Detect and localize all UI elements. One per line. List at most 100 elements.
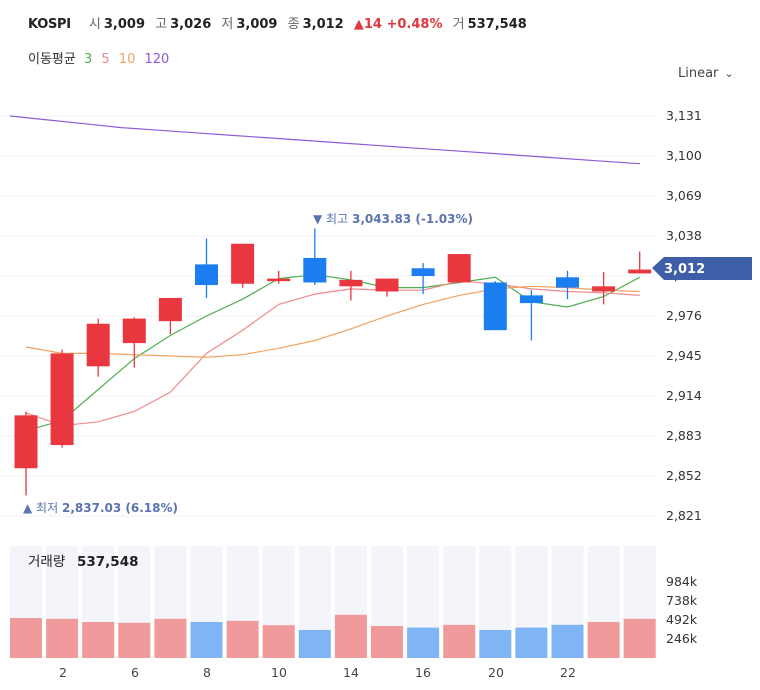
close-value: 3,012 [302, 17, 344, 32]
current-price-tag-shape [652, 257, 752, 280]
candle-body [158, 297, 182, 322]
price-tick-label: 2,976 [666, 308, 702, 323]
price-tick-label: 2,883 [666, 428, 702, 443]
date-axis-labels: 2 6 8 10 14 16 20 22 [59, 665, 576, 680]
low-annotation-value: 2,837.03 (6.18%) [62, 501, 178, 515]
volume-bar [46, 618, 79, 658]
candle-body [339, 279, 363, 287]
date-tick-label: 20 [488, 665, 504, 680]
candle-body [303, 257, 327, 283]
volume-bar [515, 627, 548, 658]
ma-line-5 [25, 280, 640, 427]
price-tick-label: 3,038 [666, 228, 702, 243]
low-annotation-prefix: ▲ 최저 [23, 501, 58, 515]
high-value: 3,026 [170, 17, 212, 32]
ma-period-5[interactable]: 5 [101, 52, 110, 67]
ma-line-120 [9, 115, 641, 165]
candle-body [628, 269, 652, 274]
candles [14, 228, 652, 496]
high-annotation-prefix: ▼ 최고 [313, 212, 348, 226]
price-tick-label: 3,131 [666, 108, 702, 123]
moving-average-legend: 이동평균 3 5 10 120 [28, 48, 174, 67]
volume-panel-title: 거래량 [28, 554, 65, 570]
candle-body [447, 254, 471, 283]
ma-period-3[interactable]: 3 [83, 52, 93, 67]
ma-period-120[interactable]: 120 [144, 52, 170, 67]
volume-bar [371, 626, 403, 658]
symbol: KOSPI [28, 17, 71, 32]
candle-body [592, 286, 616, 292]
volume-bar [118, 622, 151, 658]
volume-tick-label: 246k [666, 631, 698, 646]
date-tick-label: 10 [271, 665, 287, 680]
volume-bars [10, 614, 656, 658]
candle-body [267, 278, 291, 282]
date-tick-label: 8 [203, 665, 211, 680]
volume-bar [479, 630, 512, 658]
price-tick-label: 2,914 [666, 388, 702, 403]
date-tick-label: 14 [343, 665, 359, 680]
volume-tick-label: 984k [666, 574, 698, 589]
volume-tick-label: 492k [666, 612, 698, 627]
price-grid [0, 115, 655, 517]
volume-tick-label: 738k [666, 593, 698, 608]
volume-bar [82, 622, 115, 658]
candle-body [122, 318, 146, 344]
volume-bar [407, 627, 440, 658]
volume-label: 거 [452, 17, 465, 32]
high-label: 고 [155, 17, 168, 32]
candle-body [483, 282, 507, 331]
open-label: 시 [88, 17, 101, 32]
volume-bar [587, 622, 620, 658]
date-tick-label: 16 [415, 665, 431, 680]
candle-body [519, 295, 543, 304]
price-axis-labels: 2,8212,8522,8832,9142,9452,9763,0073,038… [666, 108, 702, 523]
price-tick-label: 2,852 [666, 468, 702, 483]
candle-body [14, 415, 38, 469]
volume-bar [226, 620, 259, 658]
volume-bar [623, 618, 656, 658]
volume-bar [298, 630, 331, 658]
candle-body [50, 353, 74, 446]
candle-body [231, 243, 255, 284]
scale-dropdown[interactable]: Linear ⌄ [678, 66, 734, 81]
volume-bar [10, 618, 42, 658]
candle-body [375, 278, 399, 292]
date-tick-label: 22 [560, 665, 576, 680]
current-price-tag: 3,012 [652, 257, 752, 280]
price-tick-label: 3,069 [666, 188, 702, 203]
volume-panel-value: 537,548 [77, 554, 139, 570]
price-tick-label: 3,100 [666, 148, 702, 163]
volume-bar [334, 614, 367, 658]
price-tick-label: 2,821 [666, 508, 702, 523]
candle-body [556, 277, 579, 288]
volume-bar [443, 624, 476, 658]
volume-bar [154, 618, 187, 658]
candle-body [411, 268, 435, 276]
ma-legend-title: 이동평균 [28, 52, 76, 67]
open-value: 3,009 [103, 17, 146, 32]
scale-label: Linear [678, 66, 719, 81]
ma-line-3 [25, 274, 640, 432]
candle-body [86, 323, 110, 367]
ma-period-10[interactable]: 10 [118, 52, 136, 67]
candle-body [195, 264, 218, 286]
price-header: KOSPI 시 3,009 고 3,026 저 3,009 종 3,012 ▲14 +0… [28, 13, 527, 32]
chevron-down-icon: ⌄ [724, 67, 734, 80]
close-label: 종 [287, 17, 300, 32]
volume-bar [262, 625, 295, 658]
change-value: ▲14 +0.48% [353, 17, 443, 32]
volume-value: 537,548 [467, 17, 527, 32]
volume-bar [190, 622, 223, 658]
volume-axis-labels: 246k 492k 738k 984k [666, 574, 698, 646]
low-label: 저 [221, 17, 234, 32]
date-tick-label: 6 [131, 665, 139, 680]
current-price-label: 3,012 [664, 262, 705, 277]
date-tick-label: 2 [59, 665, 67, 680]
low-value: 3,009 [236, 17, 278, 32]
volume-bar [551, 624, 584, 658]
high-annotation-value: 3,043.83 (-1.03%) [352, 212, 473, 226]
ma-line-10 [25, 285, 640, 358]
price-tick-label: 2,945 [666, 348, 702, 363]
